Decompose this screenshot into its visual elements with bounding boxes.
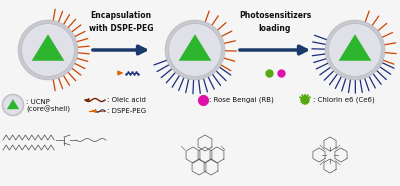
Polygon shape	[339, 34, 371, 61]
Text: : DSPE-PEG: : DSPE-PEG	[107, 108, 146, 114]
Circle shape	[329, 24, 382, 76]
Text: (core@shell): (core@shell)	[26, 105, 70, 113]
Text: : Oleic acid: : Oleic acid	[107, 97, 146, 103]
Polygon shape	[32, 34, 64, 61]
Circle shape	[4, 95, 22, 115]
Circle shape	[18, 20, 78, 80]
Text: : Chlorin e6 (Ce6): : Chlorin e6 (Ce6)	[313, 97, 375, 103]
Polygon shape	[7, 99, 19, 109]
Text: Encapsulation
with DSPE-PEG: Encapsulation with DSPE-PEG	[89, 11, 153, 33]
Circle shape	[165, 20, 225, 80]
Polygon shape	[179, 34, 211, 61]
Text: : Rose Bengal (RB): : Rose Bengal (RB)	[209, 97, 274, 103]
Circle shape	[22, 24, 74, 76]
Text: Photosensitizers
loading: Photosensitizers loading	[239, 11, 311, 33]
Circle shape	[169, 24, 222, 76]
Text: : UCNP: : UCNP	[26, 99, 50, 105]
Circle shape	[325, 20, 385, 80]
Circle shape	[2, 94, 24, 116]
